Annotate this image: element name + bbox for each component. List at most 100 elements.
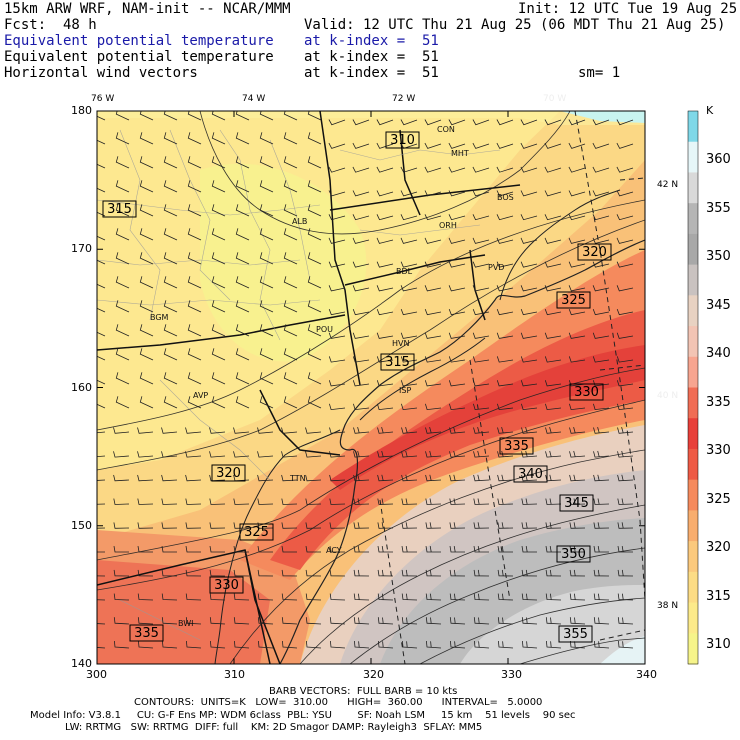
city-label-ttn: TTN [289, 474, 306, 483]
model-info-2: LW: RRTMG SW: RRTMG DIFF: full KM: 2D Sm… [30, 722, 483, 733]
wind-barb [115, 180, 130, 193]
wind-barb [352, 190, 370, 197]
lat-label: 38 N [657, 601, 679, 611]
colorbar-swatch [688, 448, 698, 481]
wind-barb [281, 522, 298, 529]
wind-barb [233, 617, 250, 625]
contour-label-355: 355 [558, 625, 593, 643]
x-tick-label: 310 [224, 668, 245, 681]
colorbar-label: 350 [706, 249, 731, 264]
svg-text:335: 335 [504, 439, 529, 454]
wind-barb [329, 546, 345, 553]
wind-barb [521, 427, 538, 434]
wind-barb-flag [430, 593, 432, 600]
wind-barb [593, 498, 610, 505]
wind-barb-flag [453, 569, 456, 576]
wind-barb-flag [430, 617, 432, 624]
wind-barb-flag [550, 641, 552, 648]
colorbar-swatch [688, 326, 698, 358]
wind-barb [281, 546, 297, 553]
wind-barb [473, 522, 490, 529]
city-label-bwi: BWI [178, 619, 193, 628]
wind-barb [544, 356, 562, 363]
wind-barb-flag [381, 522, 384, 529]
wind-barb-flag [358, 593, 360, 600]
wind-barb [307, 276, 322, 289]
wind-barb [449, 593, 466, 601]
wind-barb [568, 214, 586, 221]
y-tick-label: 160 [71, 381, 92, 394]
wind-barb [257, 427, 274, 434]
field-1-name: Equivalent potential temperature [4, 33, 274, 49]
wind-barb-flag [597, 569, 600, 576]
county-lines [97, 129, 501, 641]
city-label-pou: POU [316, 325, 333, 334]
wind-barb [496, 142, 514, 149]
field-3-level: at k-index = 51 [304, 65, 439, 81]
wind-barb [569, 403, 586, 411]
wind-barb [186, 640, 202, 649]
wind-barb [497, 427, 514, 434]
wind-barb [544, 237, 562, 244]
wind-barb [377, 451, 394, 458]
wind-barb-flag [453, 522, 456, 529]
wind-barb [211, 252, 226, 265]
wind-barb [257, 498, 274, 505]
wind-barb [211, 348, 226, 361]
wind-barb [424, 190, 442, 197]
wind-barb [257, 546, 273, 553]
wind-barb [115, 372, 130, 385]
field-2-level: at k-index = 51 [304, 49, 439, 65]
wind-barb [377, 474, 394, 482]
wind-barb [520, 308, 538, 316]
wind-barb [187, 348, 202, 361]
svg-text:315: 315 [107, 202, 132, 217]
wind-barb [137, 569, 154, 577]
wind-barb [257, 593, 274, 601]
wind-barb [616, 285, 634, 292]
wind-barb [473, 569, 490, 577]
wind-barb [115, 276, 130, 289]
wind-barb [568, 285, 586, 292]
y-tick-label: 180 [71, 104, 92, 117]
wind-barb [449, 522, 466, 529]
wind-barb [113, 498, 130, 505]
wind-barb [137, 617, 154, 625]
wind-barb [498, 640, 514, 649]
colorbar-label: 345 [706, 297, 731, 313]
wind-barb [97, 455, 106, 458]
wind-barb-flag [429, 474, 432, 481]
wind-barb [425, 427, 442, 434]
wind-barb [137, 451, 154, 458]
wind-barb [616, 380, 634, 387]
wind-barb [497, 617, 514, 625]
wind-barb [376, 332, 394, 339]
wind-barb-flag [501, 569, 504, 576]
wind-barb [593, 403, 610, 411]
wind-barb [497, 498, 514, 505]
wind-barb [618, 640, 634, 649]
wind-barb [329, 498, 346, 505]
wind-barb [283, 252, 298, 265]
wind-barb [425, 474, 442, 482]
wind-barb [139, 111, 154, 121]
wind-barb-flag [357, 522, 360, 529]
wind-barb [209, 522, 226, 529]
wind-barb [617, 593, 634, 601]
wind-barb [473, 498, 490, 505]
wind-barb [424, 166, 442, 173]
wind-barb [616, 308, 634, 316]
colorbar-unit: K [706, 104, 714, 117]
wind-barb [187, 180, 202, 193]
wind-barb [185, 569, 202, 577]
wind-barb [328, 308, 346, 316]
wind-barb [496, 261, 514, 268]
wind-barb [473, 427, 490, 434]
wind-barb [163, 324, 178, 337]
wind-barb [209, 569, 226, 577]
wind-barb [402, 640, 418, 649]
wind-barb [97, 307, 106, 313]
wind-barb [328, 356, 346, 363]
wind-barb-flag [477, 522, 480, 529]
wind-barb-flag [381, 450, 384, 457]
